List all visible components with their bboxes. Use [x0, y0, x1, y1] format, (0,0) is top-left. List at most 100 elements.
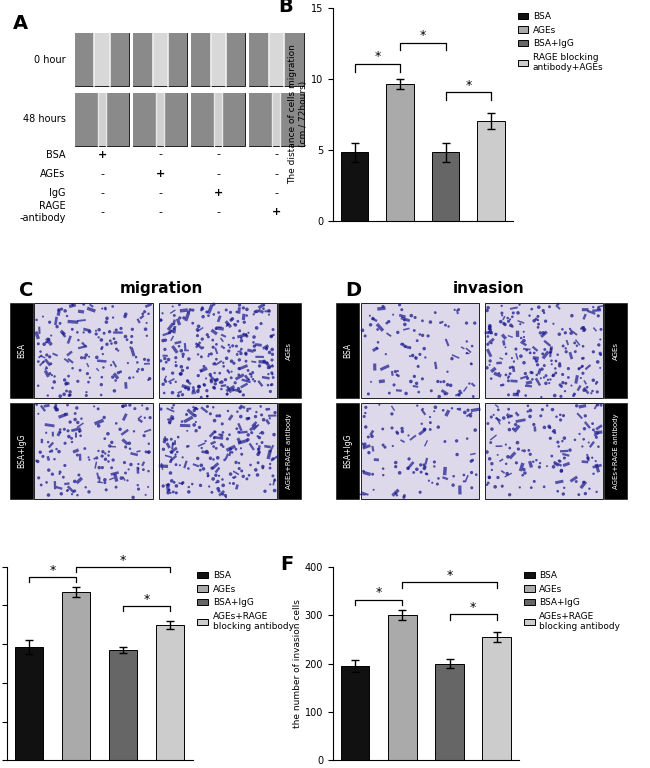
- Point: [230, 376, 240, 389]
- Point: [235, 410, 246, 422]
- Point: [210, 378, 220, 390]
- Point: [211, 374, 221, 386]
- Point: [164, 484, 174, 496]
- Point: [111, 336, 121, 349]
- Point: [33, 379, 44, 392]
- Point: [42, 476, 52, 488]
- Point: [209, 432, 220, 444]
- Point: [507, 352, 517, 364]
- Point: [203, 350, 214, 362]
- Point: [222, 388, 232, 400]
- Point: [519, 463, 529, 475]
- Point: [209, 308, 219, 320]
- Point: [544, 420, 554, 432]
- Point: [168, 300, 178, 313]
- Point: [257, 436, 267, 449]
- Point: [227, 384, 238, 396]
- Point: [391, 461, 401, 473]
- Point: [248, 308, 259, 320]
- Point: [267, 343, 278, 356]
- Point: [504, 403, 514, 415]
- Point: [242, 434, 253, 446]
- Point: [35, 346, 46, 358]
- Point: [104, 445, 114, 458]
- Point: [528, 455, 538, 468]
- Point: [378, 462, 388, 475]
- Bar: [214, 93, 222, 146]
- Point: [470, 424, 480, 436]
- Point: [540, 421, 550, 433]
- Bar: [133, 33, 187, 87]
- Point: [83, 376, 94, 389]
- Point: [533, 314, 543, 326]
- Point: [471, 468, 482, 481]
- Point: [96, 379, 107, 391]
- Text: *: *: [376, 586, 382, 599]
- Point: [403, 429, 413, 442]
- Point: [429, 456, 439, 468]
- Point: [259, 414, 269, 426]
- Bar: [133, 33, 153, 87]
- Point: [160, 374, 170, 386]
- Point: [98, 445, 108, 458]
- Bar: [75, 93, 98, 146]
- Point: [129, 402, 140, 415]
- Bar: [10, 403, 33, 498]
- Bar: [478, 121, 505, 220]
- Point: [485, 320, 495, 333]
- Point: [577, 440, 588, 452]
- Point: [233, 426, 244, 439]
- Point: [205, 369, 215, 381]
- Point: [570, 346, 580, 358]
- Point: [417, 402, 428, 415]
- Point: [206, 374, 216, 386]
- Point: [527, 373, 538, 386]
- Point: [94, 445, 104, 457]
- Point: [443, 379, 453, 391]
- Point: [218, 488, 228, 501]
- Point: [363, 388, 374, 400]
- Point: [51, 399, 61, 412]
- Point: [517, 445, 528, 457]
- Point: [512, 387, 522, 399]
- Point: [111, 343, 122, 355]
- Point: [226, 366, 237, 378]
- Point: [525, 410, 535, 422]
- Point: [559, 482, 569, 494]
- Point: [107, 337, 117, 349]
- Point: [157, 307, 168, 319]
- Point: [399, 489, 410, 502]
- Point: [245, 368, 255, 380]
- Point: [454, 303, 464, 316]
- Point: [550, 362, 560, 375]
- Bar: [432, 152, 460, 220]
- Point: [170, 376, 181, 388]
- Point: [234, 457, 244, 469]
- Point: [99, 412, 109, 424]
- Point: [202, 390, 213, 402]
- Point: [556, 390, 566, 402]
- Point: [525, 449, 536, 461]
- Point: [206, 348, 216, 360]
- Point: [167, 386, 177, 399]
- Text: *: *: [144, 593, 150, 606]
- Point: [366, 376, 376, 388]
- Point: [97, 371, 107, 383]
- Point: [70, 485, 80, 497]
- Point: [503, 411, 514, 423]
- Point: [197, 333, 207, 346]
- Bar: [106, 93, 129, 146]
- Point: [387, 408, 397, 420]
- Point: [517, 469, 528, 482]
- Bar: [156, 93, 164, 146]
- Point: [515, 482, 525, 494]
- Point: [166, 475, 177, 487]
- Point: [551, 411, 562, 423]
- Point: [583, 452, 593, 465]
- Point: [242, 330, 252, 343]
- Point: [493, 404, 504, 416]
- Point: [212, 373, 222, 386]
- Point: [572, 339, 582, 352]
- Bar: [482, 637, 511, 760]
- Point: [211, 442, 222, 455]
